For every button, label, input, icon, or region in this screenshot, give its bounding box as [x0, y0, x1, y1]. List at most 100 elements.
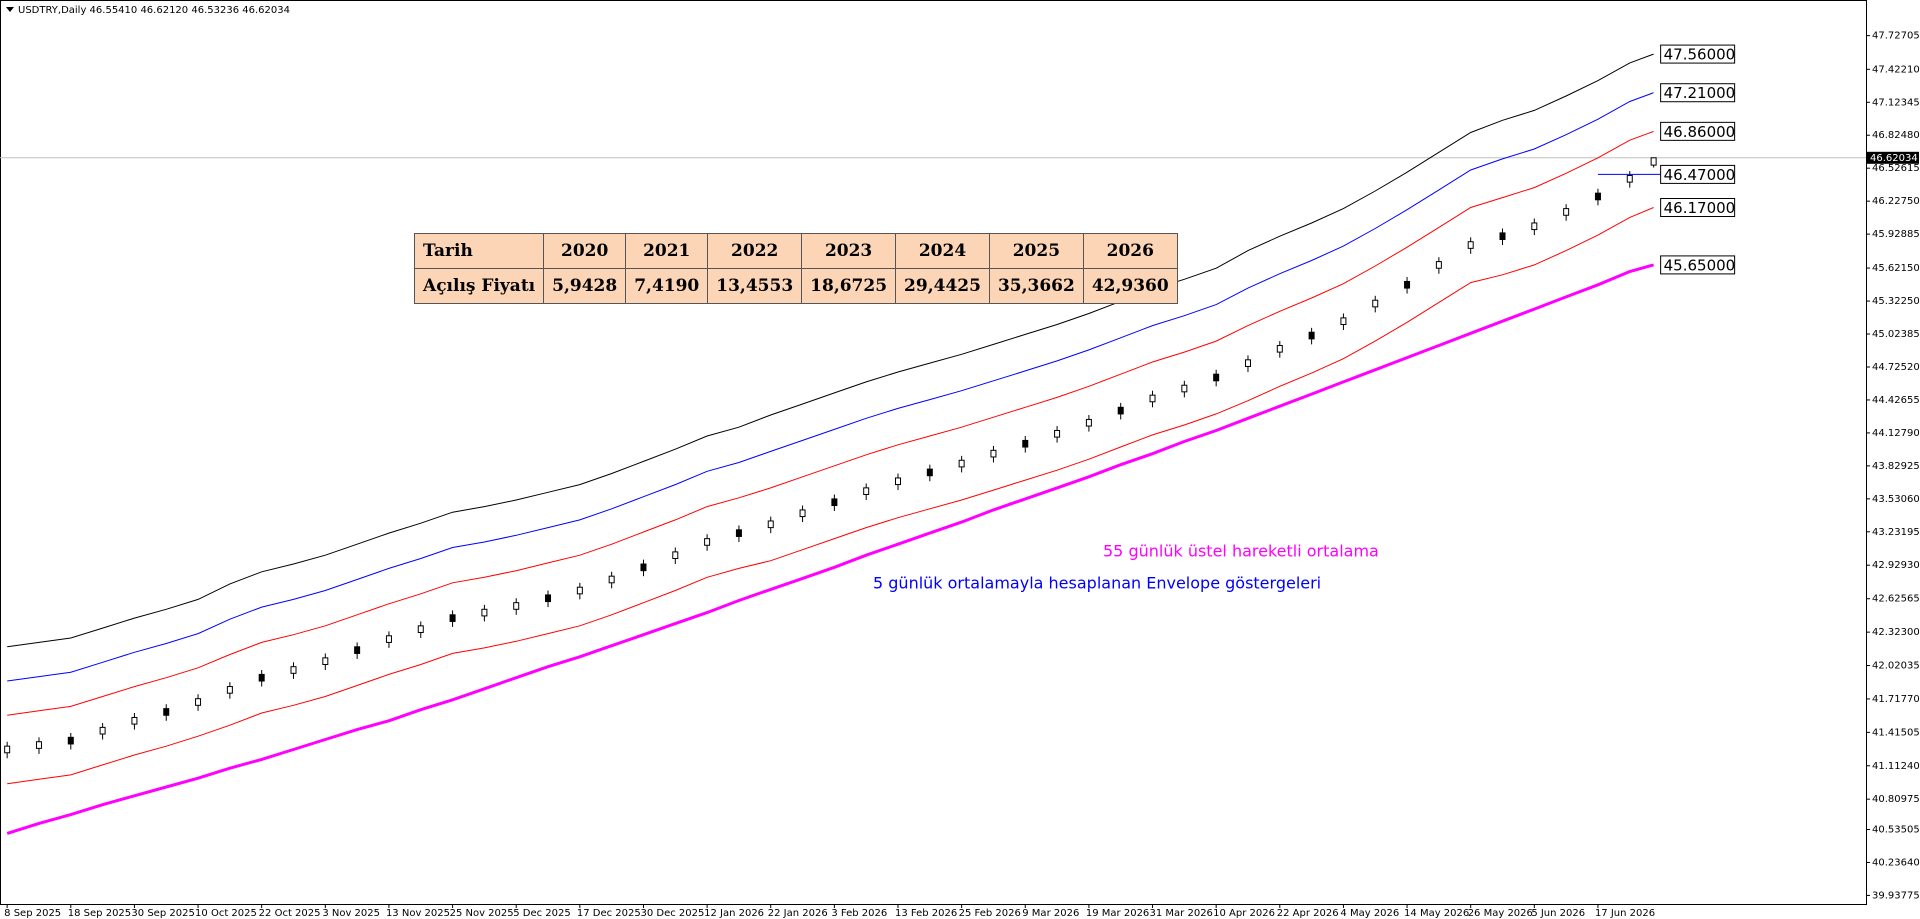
x-tick-label: 10 Oct 2025 [195, 908, 257, 919]
candle-body [1435, 261, 1442, 269]
x-tick-label: 19 Mar 2026 [1086, 908, 1149, 919]
candle-body [1117, 406, 1124, 415]
candle-body [1499, 232, 1506, 241]
annotation: 55 günlük üstel hareketli ortalama [1103, 542, 1379, 561]
table-row: Tarih 2020 2021 2022 2023 2024 2025 2026 [413, 233, 1178, 269]
x-tick-label: 25 Nov 2025 [450, 908, 514, 919]
envelope-line [7, 92, 1654, 682]
x-tick-label: 13 Feb 2026 [895, 908, 957, 919]
table-cell: 2023 [801, 233, 897, 269]
y-tick-label: 45.62150 [1872, 263, 1920, 274]
table-cell: 35,3662 [988, 268, 1084, 304]
table-cell: Açılış Fiyatı [413, 268, 545, 304]
y-tick-label: 39.93775 [1872, 890, 1920, 901]
candle-body [799, 509, 806, 518]
y-tick-label: 40.23640 [1872, 857, 1920, 868]
level-label-box [1660, 83, 1736, 103]
candle-body [958, 459, 965, 468]
candle-body [831, 498, 838, 507]
y-tick-label: 44.42655 [1872, 395, 1920, 406]
candle-body [576, 586, 583, 595]
level-label: 46.86000 [1664, 123, 1736, 141]
candle-body [1626, 175, 1633, 183]
y-tick-label: 43.53060 [1872, 494, 1920, 505]
x-tick-label: 4 May 2026 [1340, 908, 1399, 919]
table-cell: 7,4190 [625, 268, 709, 304]
x-tick-label: 17 Jun 2026 [1595, 908, 1655, 919]
y-tick-label: 42.02035 [1872, 661, 1920, 672]
y-tick-label: 45.02385 [1872, 329, 1920, 340]
table-cell: 5,9428 [543, 268, 627, 304]
x-tick-label: 26 May 2026 [1468, 908, 1533, 919]
y-tick-label: 46.52615 [1872, 163, 1920, 174]
y-tick-label: 47.72705 [1872, 31, 1920, 42]
candle-body [545, 594, 552, 603]
y-tick-label: 42.62565 [1872, 594, 1920, 605]
candle-body [99, 726, 106, 735]
candle-body [35, 741, 42, 749]
candle-body [226, 686, 233, 694]
y-tick-label: 41.11240 [1872, 761, 1920, 772]
candle-body [1340, 317, 1347, 326]
y-tick-label: 41.41505 [1872, 727, 1920, 738]
candle-body [767, 520, 774, 529]
x-tick-label: 31 Mar 2026 [1150, 908, 1213, 919]
level-label: 46.17000 [1664, 199, 1736, 217]
level-label-box [1660, 164, 1736, 184]
x-tick-label: 22 Apr 2026 [1277, 908, 1339, 919]
level-label-box [1660, 44, 1736, 64]
y-tick-label: 45.32250 [1872, 296, 1920, 307]
candle-body [163, 708, 170, 716]
candle-body [1276, 344, 1283, 353]
candle-body [735, 529, 742, 537]
x-tick-label: 10 Apr 2026 [1213, 908, 1275, 919]
candle-body [354, 646, 361, 654]
candle-body [1372, 299, 1379, 308]
candle-body [1404, 280, 1411, 289]
y-tick-label: 43.23195 [1872, 527, 1920, 538]
candle-body [417, 625, 424, 633]
y-tick-label: 41.71770 [1872, 694, 1920, 705]
candle-body [385, 635, 392, 643]
y-tick-label: 46.82480 [1872, 130, 1920, 141]
candle-body [895, 477, 902, 486]
table-cell: 29,4425 [895, 268, 990, 304]
envelope-line [6, 263, 1655, 835]
candle-body [704, 538, 711, 546]
candle-body [481, 608, 488, 617]
level-label: 46.47000 [1664, 166, 1736, 184]
annotation: 5 günlük ortalamayla hesaplanan Envelope… [873, 574, 1321, 593]
candle-body [4, 745, 11, 754]
level-label: 47.21000 [1664, 84, 1736, 102]
candle-body [322, 657, 329, 665]
table-cell: 2026 [1082, 233, 1178, 269]
x-tick-label: 13 Nov 2025 [386, 908, 450, 919]
x-tick-label: 25 Feb 2026 [959, 908, 1021, 919]
candle-body [926, 468, 933, 477]
candle-body [1213, 373, 1220, 382]
candle-body [608, 575, 615, 584]
table-cell: 13,4553 [707, 268, 803, 304]
y-tick-label: 46.22750 [1872, 196, 1920, 207]
candle-body [863, 487, 870, 495]
x-tick-label: 14 May 2026 [1404, 908, 1469, 919]
candle-body [990, 449, 997, 458]
y-tick-label: 45.92885 [1872, 229, 1920, 240]
y-tick-label: 44.12790 [1872, 428, 1920, 439]
level-label: 47.56000 [1664, 46, 1736, 64]
y-tick-label: 43.82925 [1872, 461, 1920, 472]
y-tick-label: 40.80975 [1872, 794, 1920, 805]
candle-body [1594, 192, 1601, 201]
x-tick-label: 12 Jan 2026 [704, 908, 764, 919]
candle-body [1054, 429, 1061, 438]
y-tick-label: 42.92930 [1872, 560, 1920, 571]
candle-body [1149, 394, 1156, 403]
candle-body [1244, 359, 1251, 367]
candle-body [1181, 384, 1188, 393]
y-tick-label: 44.72520 [1872, 362, 1920, 373]
chart-header: USDTRY,Daily 46.55410 46.62120 46.53236 … [18, 5, 290, 16]
candle-body [1650, 157, 1657, 166]
envelope-line [7, 130, 1654, 716]
